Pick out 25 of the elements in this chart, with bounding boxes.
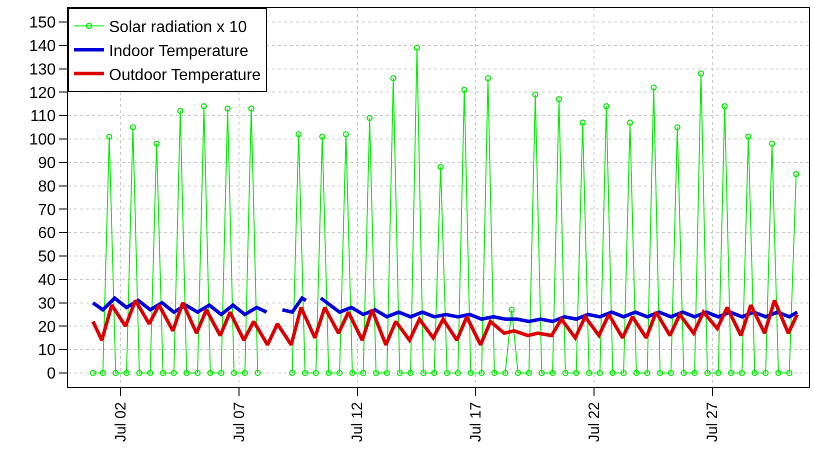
legend-label: Outdoor Temperature bbox=[109, 66, 261, 84]
y-tick-label: 90 bbox=[38, 155, 56, 172]
y-tick-label: 60 bbox=[38, 225, 56, 242]
y-tick-label: 100 bbox=[29, 132, 56, 149]
y-tick-label: 70 bbox=[38, 202, 56, 219]
x-tick-label: Jul 12 bbox=[349, 402, 366, 442]
x-tick-label: Jul 22 bbox=[586, 402, 603, 442]
y-tick-label: 50 bbox=[38, 248, 56, 266]
legend-label: Indoor Temperature bbox=[109, 42, 248, 60]
legend-label: Solar radiation x 10 bbox=[109, 19, 247, 36]
y-tick-label: 20 bbox=[38, 318, 56, 336]
y-tick-label: 150 bbox=[29, 14, 56, 32]
y-tick-label: 10 bbox=[38, 342, 56, 360]
y-tick-label: 130 bbox=[29, 61, 56, 78]
x-tick-label: Jul 17 bbox=[468, 402, 485, 442]
x-tick-label: Jul 27 bbox=[704, 402, 722, 442]
y-tick-label: 120 bbox=[29, 84, 56, 102]
y-tick-label: 80 bbox=[38, 178, 56, 196]
y-tick-label: 0 bbox=[46, 366, 56, 383]
y-tick-label: 140 bbox=[29, 38, 56, 56]
y-tick-label: 30 bbox=[38, 295, 56, 312]
y-tick-label: 40 bbox=[38, 272, 56, 289]
y-tick-label: 110 bbox=[30, 108, 56, 126]
x-tick-label: Jul 07 bbox=[230, 402, 248, 442]
x-tick-label: Jul 02 bbox=[112, 402, 130, 442]
